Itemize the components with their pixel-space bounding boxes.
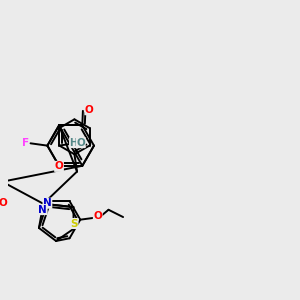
Text: O: O (93, 211, 102, 221)
Text: N: N (38, 205, 47, 214)
Text: O: O (85, 105, 94, 115)
Text: O: O (0, 198, 8, 208)
Text: O: O (76, 138, 85, 148)
Text: S: S (70, 218, 78, 229)
Text: H: H (70, 138, 78, 148)
Text: N: N (43, 198, 52, 208)
Text: O: O (55, 161, 63, 171)
Text: F: F (22, 138, 29, 148)
